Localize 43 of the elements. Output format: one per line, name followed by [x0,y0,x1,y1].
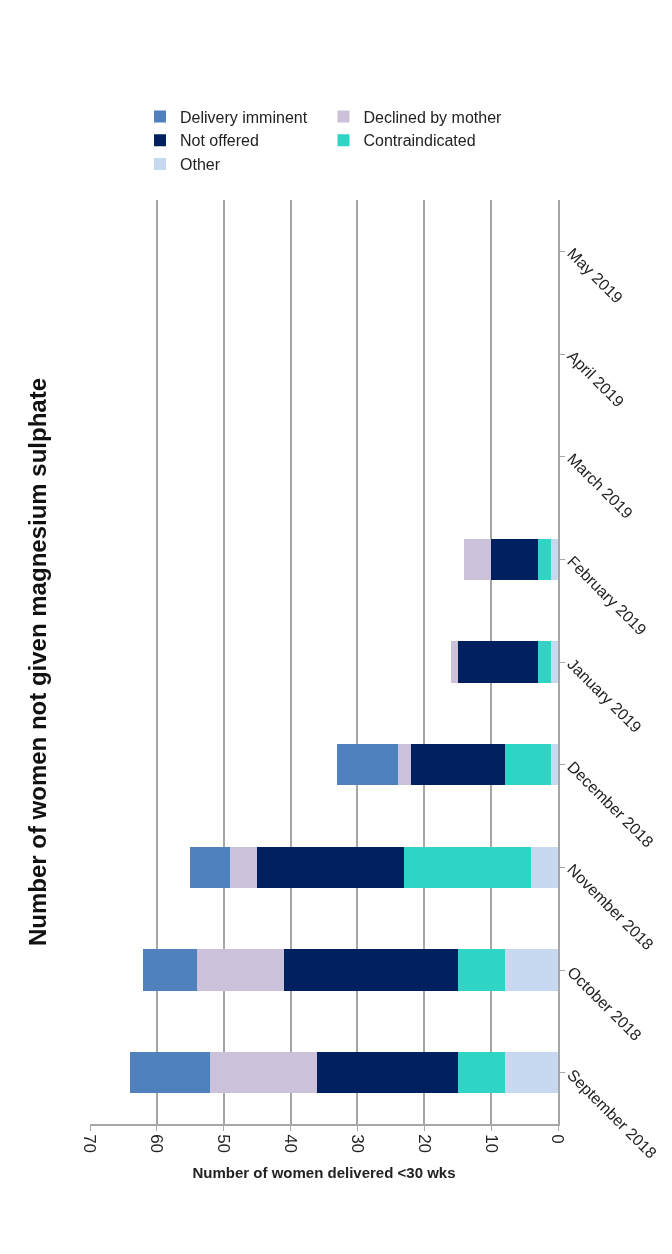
bar [457,641,538,683]
bar [551,744,558,786]
x-axis-title: Number of women delivered <30 wks [192,1163,456,1181]
x-tick-label: 40 [281,1134,301,1154]
bar [143,949,197,991]
legend-label: Declined by mother [363,108,503,126]
x-tick-label: 0 [548,1134,568,1144]
bar [230,846,258,888]
bar [551,538,558,580]
bar [504,1052,558,1094]
bar [190,846,231,888]
bar [257,846,405,888]
bar [404,846,532,888]
bar [504,949,558,991]
bar [130,1052,211,1094]
x-tick-label: 60 [147,1134,167,1154]
bar [457,1052,505,1094]
bar [457,949,505,991]
legend-label: Other [180,156,221,174]
bar [551,641,558,683]
bar [537,641,552,683]
bar [451,641,458,683]
bar [504,744,552,786]
x-tick-label: 50 [214,1134,234,1154]
bar [210,1052,318,1094]
bar [410,744,505,786]
bar [537,538,552,580]
legend-label: Contraindicated [363,132,476,150]
bar [317,1052,458,1094]
x-tick-label: 30 [347,1134,367,1154]
bar [337,744,398,786]
bar [283,949,458,991]
x-tick-label: 10 [481,1134,501,1154]
x-tick-label: 70 [80,1134,100,1154]
legend-label: Delivery imminent [180,108,308,126]
legend-label: Not offered [180,132,259,150]
bar [491,538,538,580]
x-tick-label: 20 [414,1134,434,1154]
bar [397,744,411,786]
text: Number of women not given magnesium sulphate [24,377,52,947]
bar [531,846,558,888]
bar [196,949,284,991]
bar [464,538,492,580]
